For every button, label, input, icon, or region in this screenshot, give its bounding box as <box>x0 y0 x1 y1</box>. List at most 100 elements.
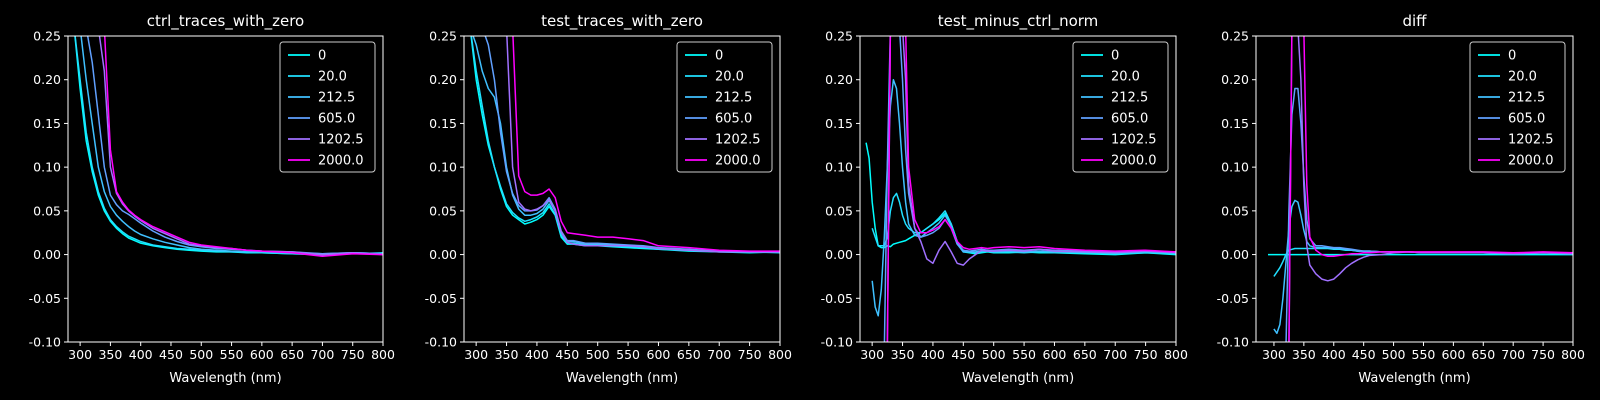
x-axis-label: Wavelength (nm) <box>1358 371 1470 386</box>
legend-label: 212.5 <box>715 91 752 106</box>
y-tick-label: 0.15 <box>1221 116 1249 131</box>
x-tick-label: 800 <box>1164 347 1188 362</box>
x-tick-label: 800 <box>768 347 792 362</box>
legend-label: 2000.0 <box>1111 154 1157 169</box>
x-tick-label: 600 <box>1441 347 1465 362</box>
x-tick-label: 600 <box>647 347 671 362</box>
y-tick-label: 0.10 <box>429 160 457 175</box>
axes-frame <box>859 35 1177 343</box>
y-tick-label: 0.05 <box>33 203 61 218</box>
x-tick-label: 700 <box>310 347 334 362</box>
series-line-2000.0 <box>103 36 383 258</box>
legend-label: 0 <box>1111 49 1119 64</box>
legend-label: 20.0 <box>1508 70 1537 85</box>
y-tick-label: -0.05 <box>821 291 853 306</box>
x-tick-label: 500 <box>982 347 1006 362</box>
x-tick-label: 550 <box>616 347 640 362</box>
legend-label: 1202.5 <box>1111 133 1157 148</box>
x-tick-label: 350 <box>891 347 915 362</box>
x-tick-label: 500 <box>1382 347 1406 362</box>
x-tick-label: 800 <box>371 347 395 362</box>
y-tick-label: 0.15 <box>33 116 61 131</box>
x-tick-label: 550 <box>220 347 244 362</box>
x-tick-label: 300 <box>1262 347 1286 362</box>
axes-frame <box>67 35 384 343</box>
x-tick-label: 800 <box>1561 347 1585 362</box>
x-tick-label: 450 <box>159 347 183 362</box>
y-tick-label: 0.25 <box>33 29 61 44</box>
y-tick-label: 0.25 <box>825 29 853 44</box>
panel-test-minus-ctrl: test_minus_ctrl_norm Wavelength (nm) 300… <box>821 12 1188 386</box>
plot-area: 300 350 400 450 500 550 600 650 700 750 800 -0.10 -0… <box>425 29 792 363</box>
series-line-605.0 <box>484 36 780 253</box>
legend: 0 20.0 212.5 605.0 1202.5 2000.0 <box>1072 41 1169 173</box>
series-line-20.0 <box>470 36 780 254</box>
x-tick-label: 300 <box>860 347 884 362</box>
y-tick-label: 0.05 <box>1221 203 1249 218</box>
series-line-1202.5 <box>506 36 780 253</box>
y-tick-label: -0.10 <box>1217 335 1249 350</box>
y-tick-label: -0.05 <box>1217 291 1249 306</box>
x-tick-label: 500 <box>189 347 213 362</box>
legend-label: 20.0 <box>715 70 744 85</box>
x-tick-label: 400 <box>129 347 153 362</box>
series-line-20.0 <box>74 36 383 256</box>
legend-box <box>1072 41 1169 173</box>
x-tick-label: 600 <box>250 347 274 362</box>
x-tick-label: 350 <box>1292 347 1316 362</box>
axes-frame <box>1255 35 1574 343</box>
x-tick-label: 350 <box>98 347 122 362</box>
legend-label: 2000.0 <box>318 154 364 169</box>
y-tick-label: 0.15 <box>429 116 457 131</box>
x-tick-label: 750 <box>1531 347 1555 362</box>
legend-label: 212.5 <box>1508 91 1545 106</box>
x-tick-label: 750 <box>738 347 762 362</box>
series-group <box>1268 36 1573 342</box>
x-axis-label: Wavelength (nm) <box>169 371 281 386</box>
y-tick-label: 0.00 <box>825 247 853 262</box>
legend-label: 0 <box>715 49 723 64</box>
y-tick-label: 0.10 <box>825 160 853 175</box>
x-tick-label: 500 <box>586 347 610 362</box>
plot-area: 300 350 400 450 500 550 600 650 700 750 800 -0.10 -0… <box>29 29 395 363</box>
series-line-1202.5 <box>886 36 1176 342</box>
legend-label: 0 <box>1508 49 1516 64</box>
legend-label: 2000.0 <box>715 154 761 169</box>
legend-label: 1202.5 <box>1508 133 1554 148</box>
legend-label: 0 <box>318 49 326 64</box>
y-tick-label: 0.20 <box>429 72 457 87</box>
axes-frame <box>463 35 781 343</box>
x-tick-label: 300 <box>68 347 92 362</box>
legend-label: 605.0 <box>1508 112 1545 127</box>
series-group <box>74 36 383 258</box>
panel-title: test_minus_ctrl_norm <box>938 12 1099 31</box>
panel-title: diff <box>1402 12 1427 30</box>
y-tick-label: 0.10 <box>1221 160 1249 175</box>
y-tick-label: 0.20 <box>33 72 61 87</box>
panel-diff: diff Wavelength (nm) 300 350 400 450 500 550 6… <box>1217 12 1585 386</box>
legend-box <box>676 41 773 173</box>
series-group <box>865 36 1176 342</box>
legend-box <box>1469 41 1566 173</box>
x-tick-label: 450 <box>951 347 975 362</box>
legend-label: 605.0 <box>1111 112 1148 127</box>
x-tick-label: 650 <box>1471 347 1495 362</box>
x-tick-label: 650 <box>280 347 304 362</box>
legend-label: 1202.5 <box>318 133 364 148</box>
y-tick-label: 0.05 <box>429 203 457 218</box>
series-line-1202.5 <box>1288 36 1573 342</box>
legend-label: 2000.0 <box>1508 154 1554 169</box>
legend: 0 20.0 212.5 605.0 1202.5 2000.0 <box>279 41 376 173</box>
legend-label: 20.0 <box>1111 70 1140 85</box>
y-tick-label: 0.00 <box>33 247 61 262</box>
x-tick-label: 300 <box>464 347 488 362</box>
series-line-2000.0 <box>512 36 780 252</box>
x-tick-label: 400 <box>1322 347 1346 362</box>
legend-label: 605.0 <box>715 112 752 127</box>
y-tick-label: -0.05 <box>425 291 457 306</box>
y-tick-label: -0.10 <box>29 335 61 350</box>
legend: 0 20.0 212.5 605.0 1202.5 2000.0 <box>676 41 773 173</box>
y-tick-label: 0.15 <box>825 116 853 131</box>
series-line-212.5 <box>80 36 383 255</box>
